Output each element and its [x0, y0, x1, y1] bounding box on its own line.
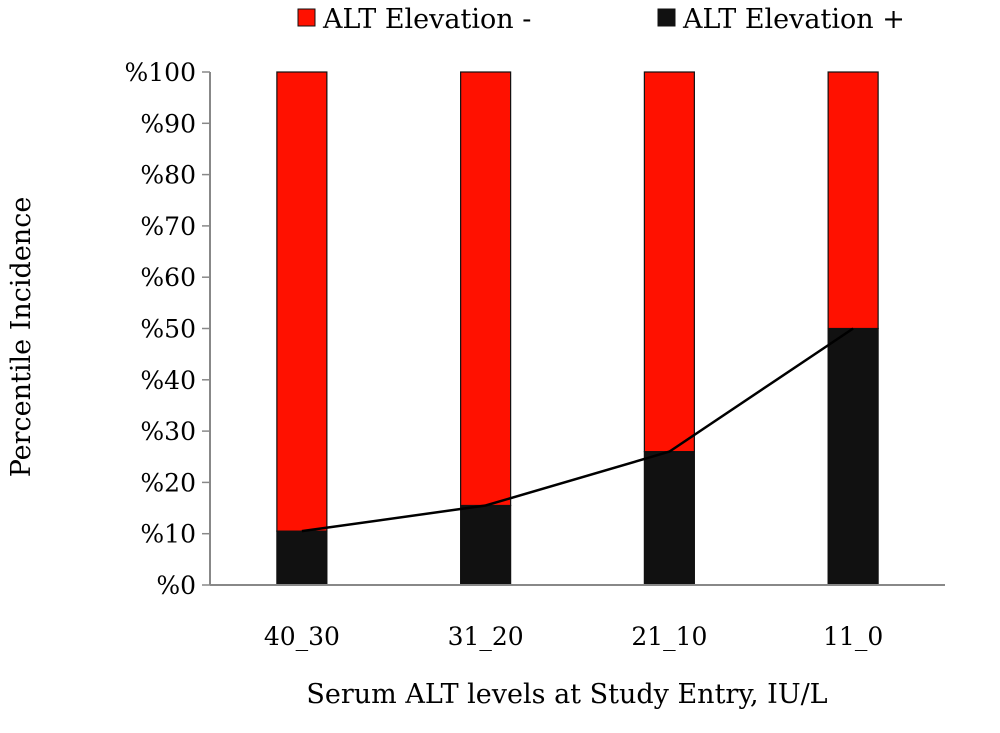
bar-segment-alt-elevation-positive — [827, 327, 879, 586]
y-tick-label: %100 — [125, 58, 196, 87]
y-tick-label: %70 — [140, 212, 196, 241]
y-tick-label: %40 — [140, 366, 196, 395]
y-tick-label: %0 — [156, 571, 196, 600]
y-tick-label: %30 — [140, 417, 196, 446]
trend-line — [301, 327, 854, 533]
x-axis-ticks: 40_30 31_20 21_10 11_0 — [264, 622, 883, 651]
bar-segment-alt-elevation-negative — [460, 71, 512, 507]
y-tick-label: %90 — [140, 109, 196, 138]
axes — [209, 72, 945, 586]
legend-swatch-alt-elevation-negative — [297, 8, 316, 27]
x-tick-label: 21_10 — [631, 622, 707, 651]
bars — [276, 71, 879, 586]
x-tick-label: 40_30 — [264, 622, 340, 651]
y-tick-label: %10 — [140, 520, 196, 549]
y-axis-ticks: %0 %10 %20 %30 %40 %50 %60 %70 %80 %90 %100 — [125, 58, 210, 600]
y-axis-title: Percentile Incidence — [6, 197, 37, 478]
legend-label-alt-elevation-negative: ALT Elevation - — [322, 4, 531, 35]
x-axis-title: Serum ALT levels at Study Entry, IU/L — [306, 679, 827, 710]
bar-segment-alt-elevation-positive — [643, 451, 695, 586]
bar-segment-alt-elevation-positive — [460, 504, 512, 586]
legend-swatch-alt-elevation-positive — [657, 8, 676, 27]
y-tick-label: %20 — [140, 468, 196, 497]
bar-segment-alt-elevation-negative — [276, 71, 328, 532]
legend-label-alt-elevation-positive: ALT Elevation + — [682, 4, 905, 35]
trend-line-group — [301, 327, 854, 533]
bar-segment-alt-elevation-positive — [276, 530, 328, 586]
x-tick-label: 11_0 — [823, 622, 883, 651]
x-tick-label: 31_20 — [448, 622, 524, 651]
legend: ALT Elevation - ALT Elevation + — [297, 4, 905, 35]
bar-segment-alt-elevation-negative — [827, 71, 879, 330]
y-tick-label: %60 — [140, 263, 196, 292]
y-tick-label: %80 — [140, 161, 196, 190]
bar-segment-alt-elevation-negative — [643, 71, 695, 453]
y-tick-label: %50 — [140, 315, 196, 344]
